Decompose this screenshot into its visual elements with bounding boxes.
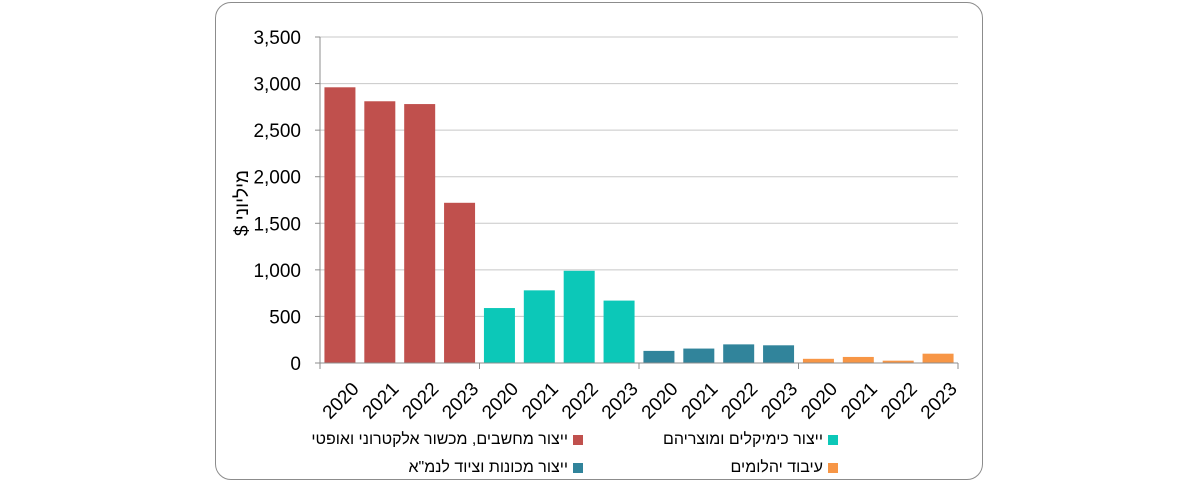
y-tick-label: 2,000 [253, 168, 301, 189]
bar-series-1-2021 [364, 101, 396, 364]
x-tick-label: 2021 [518, 379, 563, 424]
legend-label: ייצור מכונות וציוד לנמ"א [408, 459, 568, 476]
x-tick-label: 2022 [399, 379, 444, 424]
bar-series-3-2021 [683, 348, 715, 363]
bar-series-4-2021 [842, 356, 874, 363]
bar-series-1-2020 [324, 87, 356, 363]
legend-swatch [828, 435, 838, 445]
legend-swatch [573, 463, 583, 473]
y-tick-label: 3,500 [253, 28, 301, 49]
x-tick-label: 2021 [359, 379, 404, 424]
y-tick-label: 1,500 [253, 214, 301, 235]
y-tick-label: 1,000 [253, 261, 301, 282]
legend-label: ייצור מחשבים, מכשור אלקטרוני ואופטי [311, 431, 568, 448]
bar-series-2-2023 [603, 300, 635, 363]
bar-series-3-2022 [723, 344, 755, 363]
legend-item: ייצור מחשבים, מכשור אלקטרוני ואופטי [311, 431, 583, 449]
y-tick-label: 0 [290, 354, 301, 375]
legend-item: עיבוד יהלומים [731, 459, 838, 477]
bar-series-4-2023 [922, 353, 954, 363]
x-tick-labels: 2020202120222023202020212022202320202021… [319, 379, 962, 424]
legend-label: ייצור כימיקלים ומוצריהם [662, 431, 823, 448]
x-tick-label: 2020 [319, 379, 364, 424]
bars [324, 87, 954, 364]
x-tick-label: 2021 [837, 379, 882, 424]
bar-series-1-2023 [444, 202, 476, 363]
x-tick-label: 2020 [638, 379, 683, 424]
bar-series-3-2020 [643, 350, 675, 363]
x-tick-label: 2022 [877, 379, 922, 424]
legend-swatch [573, 435, 583, 445]
x-tick-label: 2023 [917, 379, 962, 424]
x-tick-label: 2023 [438, 379, 483, 424]
legend-item: ייצור מכונות וציוד לנמ"א [408, 459, 583, 477]
x-tick-label: 2022 [558, 379, 603, 424]
bar-series-4-2022 [882, 360, 914, 363]
x-tick-label: 2022 [718, 379, 763, 424]
legend-item: ייצור כימיקלים ומוצריהם [663, 431, 838, 449]
bar-series-4-2020 [802, 358, 834, 363]
y-tick-label: 2,500 [253, 121, 301, 142]
y-tick-labels: 0 500 1,000 1,500 2,000 2,500 3,000 3,500 [253, 28, 301, 375]
x-tick-label: 2023 [757, 379, 802, 424]
bar-series-1-2022 [404, 104, 436, 363]
y-tick-label: 3,000 [253, 75, 301, 96]
legend-label: עיבוד יהלומים [730, 459, 823, 476]
x-tick-label: 2023 [598, 379, 643, 424]
x-tick-label: 2021 [678, 379, 723, 424]
bar-series-2-2021 [523, 290, 555, 363]
legend-swatch [828, 463, 838, 473]
bar-series-3-2023 [763, 345, 795, 363]
y-tick-label: 500 [269, 307, 301, 328]
bar-series-2-2020 [483, 308, 515, 363]
y-axis-label: מיליוני $ [232, 170, 253, 236]
x-tick-label: 2020 [797, 379, 842, 424]
bar-series-2-2022 [563, 270, 595, 363]
x-tick-label: 2020 [478, 379, 523, 424]
axes [315, 36, 959, 369]
